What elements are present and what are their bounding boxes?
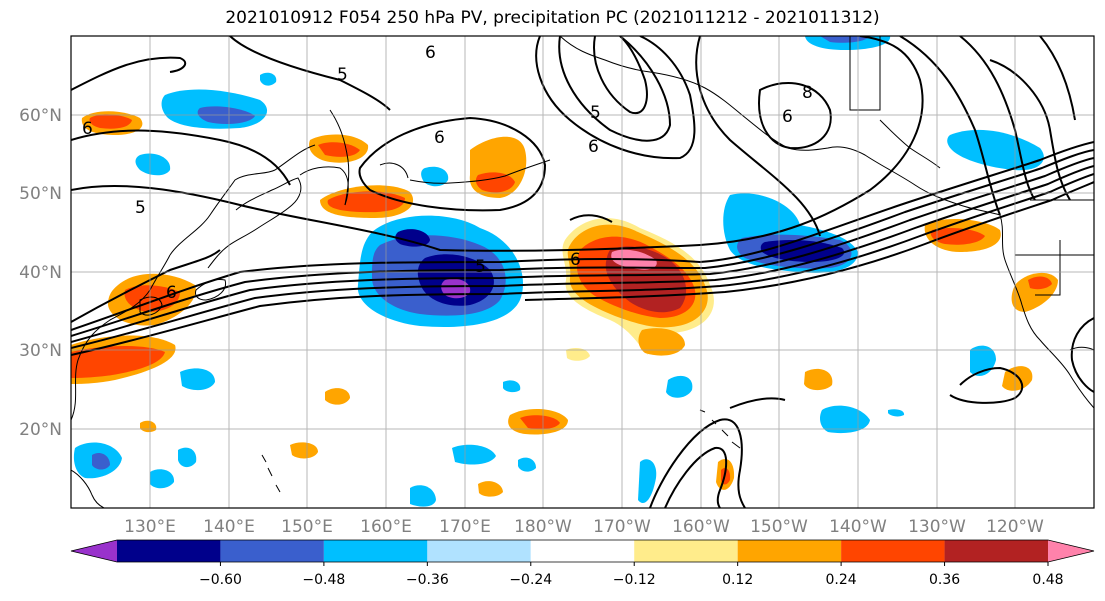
colorbar-swatch (71, 540, 117, 562)
lat-label-group: 60°N 50°N 40°N 30°N 20°N (19, 106, 62, 440)
colorbar-tick-label: −0.12 (613, 572, 656, 588)
colorbar-swatch (634, 540, 738, 562)
lat-label: 30°N (19, 341, 62, 361)
colorbar-tick-label: −0.24 (509, 572, 552, 588)
colorbar-tick-label: −0.60 (199, 572, 242, 588)
lon-label: 130°W (908, 517, 966, 537)
contour-label: 6 (588, 137, 599, 157)
colorbar-swatch (323, 540, 428, 562)
colorbar-swatch (737, 540, 842, 562)
lon-label: 130°E (124, 517, 176, 537)
colorbar-swatch (220, 540, 324, 562)
contour-label-group: 5 6 5 6 6 5 6 6 5 6 6 8 (82, 43, 813, 303)
figure-title: 2021010912 F054 250 hPa PV, precipitatio… (225, 8, 880, 28)
colorbar-tick-label: 0.24 (826, 572, 857, 588)
lat-label: 40°N (19, 263, 62, 283)
colorbar-swatch (944, 540, 1048, 562)
lat-label: 50°N (19, 184, 62, 204)
colorbar-swatch (530, 540, 635, 562)
contour-label: 5 (475, 257, 486, 277)
colorbar-swatch (1048, 540, 1094, 562)
lon-label: 160°W (672, 517, 730, 537)
lon-label: 140°E (203, 517, 255, 537)
lon-label: 150°E (281, 517, 333, 537)
lon-label: 170°E (439, 517, 491, 537)
map-frame (70, 35, 1095, 509)
lat-label: 60°N (19, 106, 62, 126)
colorbar-swatch (427, 540, 531, 562)
contour-label: 6 (166, 283, 177, 303)
contour-label: 6 (434, 128, 445, 148)
colorbar (70, 539, 1095, 563)
contour-label: 6 (782, 107, 793, 127)
colorbar-tick-label: 0.48 (1032, 572, 1063, 588)
contour-label: 5 (337, 65, 348, 85)
contour-label: 5 (135, 198, 146, 218)
lon-label: 170°W (593, 517, 651, 537)
colorbar-swatch (841, 540, 945, 562)
colorbar-tick-label: −0.36 (406, 572, 449, 588)
colorbar-tick-group: −0.60 −0.48 −0.36 −0.24 −0.12 0.12 0.24 0.36 0.4… (199, 562, 1064, 588)
contour-label: 8 (802, 83, 813, 103)
contour-label: 5 (590, 103, 601, 123)
lon-label-group: 130°E 140°E 150°E 160°E 170°E 180°W 170°… (124, 517, 1044, 537)
lon-label: 160°E (360, 517, 412, 537)
colorbar-tick-label: 0.12 (722, 572, 753, 588)
contour-label: 6 (82, 119, 93, 139)
lon-label: 180°W (514, 517, 572, 537)
colorbar-swatch (117, 540, 221, 562)
colorbar-tick-label: 0.36 (929, 572, 960, 588)
lon-label: 140°W (829, 517, 887, 537)
lat-label: 20°N (19, 420, 62, 440)
colorbar-tick-label: −0.48 (302, 572, 345, 588)
lon-label: 120°W (986, 517, 1044, 537)
colorbar-outline (70, 539, 1095, 563)
contour-label: 6 (425, 43, 436, 63)
contour-label: 6 (570, 250, 581, 270)
lon-label: 150°W (750, 517, 808, 537)
gridlines (71, 36, 1094, 508)
